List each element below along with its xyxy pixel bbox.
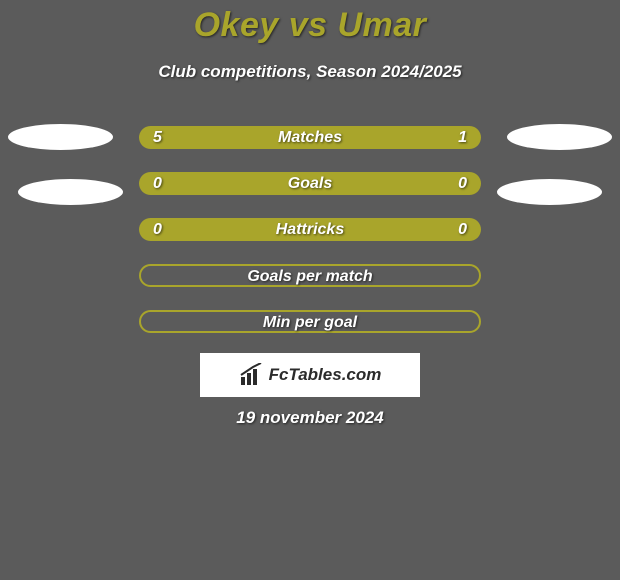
stat-bar: Matches51 [139, 126, 481, 149]
stat-bar-empty: Goals per match [139, 264, 481, 287]
stat-bar-left-fill [139, 126, 424, 149]
player-right-shadow-1 [507, 124, 612, 150]
stat-bar-left-fill [139, 172, 310, 195]
page-background [0, 0, 620, 580]
brand-text: FcTables.com [269, 365, 382, 385]
date-text: 19 november 2024 [0, 408, 620, 428]
player-left-shadow-2 [18, 179, 123, 205]
stat-bar-right-fill [310, 218, 481, 241]
player-right-shadow-2 [497, 179, 602, 205]
stat-bar-right-fill [310, 172, 481, 195]
page-title: Okey vs Umar [0, 6, 620, 45]
player-left-shadow-1 [8, 124, 113, 150]
brand-box: FcTables.com [200, 353, 420, 397]
stat-bar: Goals00 [139, 172, 481, 195]
page-subtitle: Club competitions, Season 2024/2025 [0, 62, 620, 82]
stat-bar-right-fill [424, 126, 481, 149]
stat-bar-empty: Min per goal [139, 310, 481, 333]
stat-bar-left-fill [139, 218, 310, 241]
brand-chart-icon [239, 363, 263, 387]
stat-bar: Hattricks00 [139, 218, 481, 241]
